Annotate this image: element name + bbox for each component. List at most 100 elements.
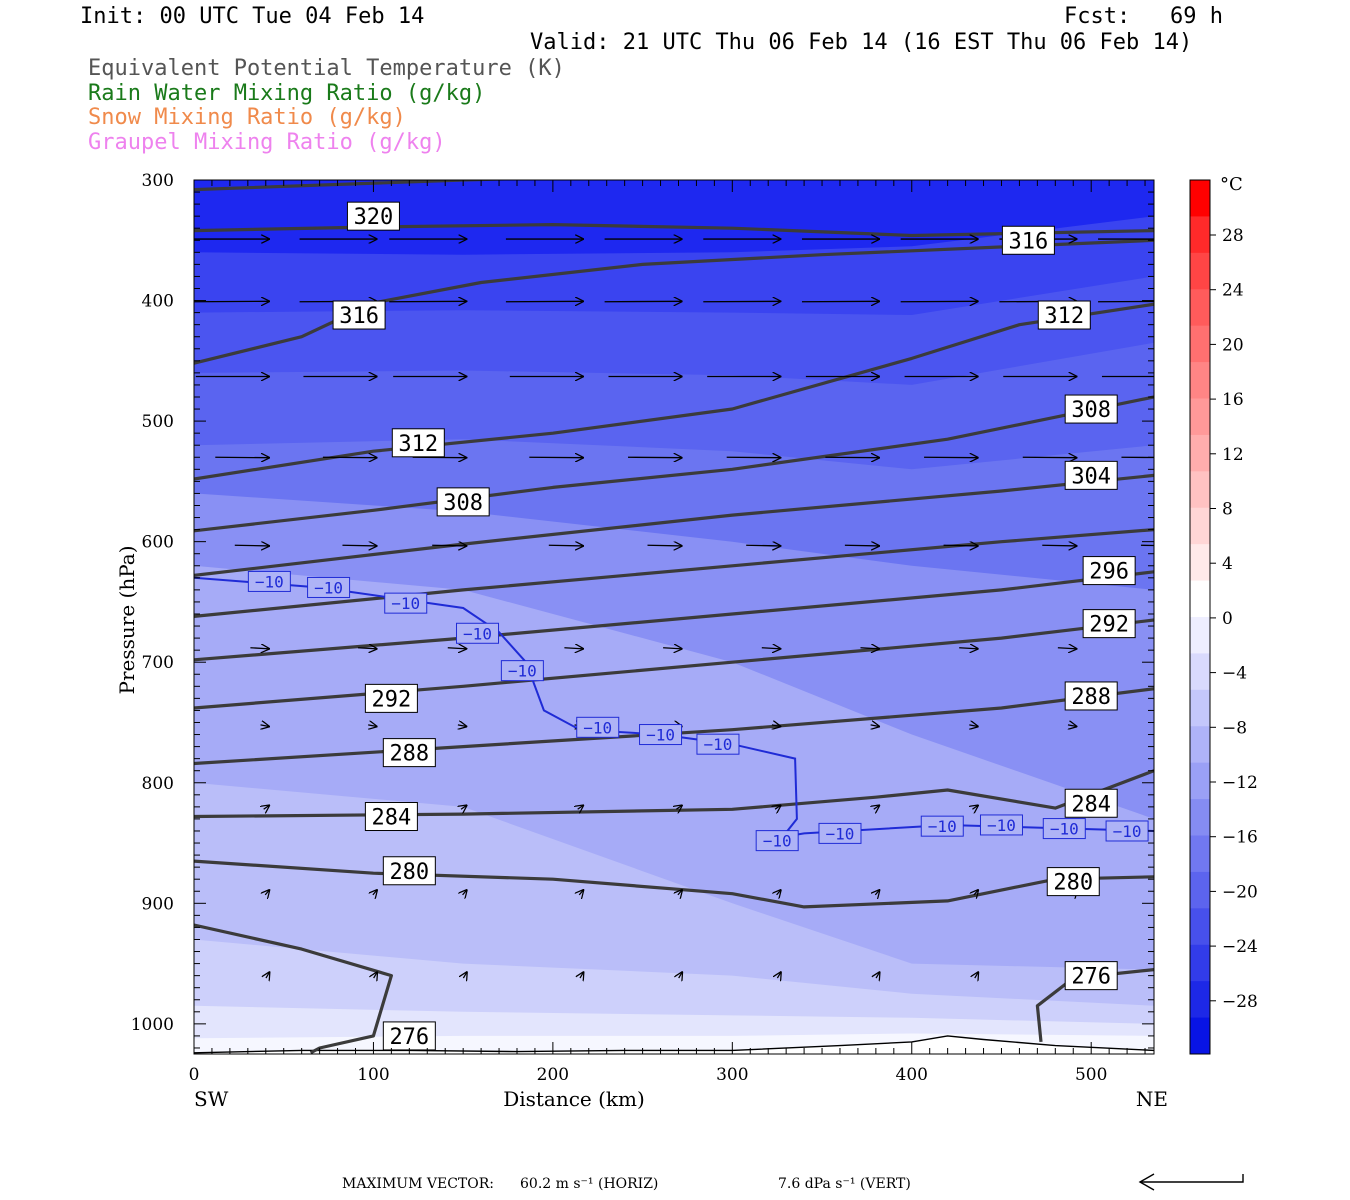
temperature-label: −10 bbox=[583, 718, 612, 737]
colorbar-swatch bbox=[1190, 726, 1210, 764]
legend-theta-e: Equivalent Potential Temperature (K) bbox=[88, 56, 565, 81]
y-tick-label: 500 bbox=[142, 412, 174, 432]
theta-e-label: 292 bbox=[1089, 613, 1129, 638]
y-tick-label: 300 bbox=[142, 171, 174, 191]
terrain-fill bbox=[194, 1035, 1154, 1054]
x-tick-label: 0 bbox=[189, 1065, 200, 1085]
wind-vector bbox=[1057, 648, 1078, 649]
wind-vector bbox=[261, 725, 270, 727]
theta-e-label: 280 bbox=[1053, 871, 1093, 896]
theta-e-label: 304 bbox=[1071, 464, 1111, 489]
theta-e-label-box bbox=[436, 487, 490, 517]
y-axis-label: Pressure (hPa) bbox=[115, 546, 139, 695]
colorbar-swatch bbox=[1190, 252, 1210, 290]
theta-e-label-box bbox=[346, 201, 400, 231]
wind-vector bbox=[943, 545, 979, 546]
wind-vector bbox=[959, 648, 979, 649]
theta-e-label: 292 bbox=[372, 687, 412, 712]
theta-e-label: 276 bbox=[389, 1025, 429, 1050]
wind-vector bbox=[678, 889, 683, 895]
temperature-label-box bbox=[696, 733, 740, 755]
temperature-label: −10 bbox=[763, 832, 792, 851]
wind-vector bbox=[1167, 725, 1176, 727]
wind-vector bbox=[342, 545, 377, 546]
colorbar-frame bbox=[1189, 179, 1211, 1055]
wind-vector bbox=[432, 545, 467, 546]
wind-vector bbox=[972, 805, 978, 809]
x-tick-label: 500 bbox=[1075, 1065, 1107, 1085]
temperature-label: −10 bbox=[1050, 820, 1079, 839]
colorbar-label: 20 bbox=[1222, 335, 1244, 355]
colorbar-swatch bbox=[1190, 617, 1210, 654]
colorbar-swatch bbox=[1190, 689, 1210, 727]
temperature-label: −10 bbox=[987, 816, 1016, 835]
theta-e-label: 316 bbox=[1009, 229, 1049, 254]
theta-e-312 bbox=[194, 302, 1154, 481]
theta-e-label: 284 bbox=[372, 806, 412, 831]
wind-vectors bbox=[194, 239, 1176, 978]
wind-vector bbox=[1042, 545, 1077, 546]
theta-e-label-box bbox=[1064, 788, 1118, 818]
colorbar-swatch bbox=[1190, 471, 1210, 509]
wind-vector bbox=[772, 725, 781, 727]
wind-vector bbox=[663, 648, 683, 649]
init-time: Init: 00 UTC Tue 04 Feb 14 bbox=[80, 4, 425, 29]
theta-e-label: 312 bbox=[1044, 304, 1084, 329]
sw-label: SW bbox=[194, 1087, 229, 1111]
temperature-label-box bbox=[307, 576, 351, 598]
colorbar-label: −8 bbox=[1222, 718, 1247, 738]
temperature-label-box bbox=[247, 570, 291, 592]
temperature-label-box bbox=[755, 830, 799, 852]
theta-e-300 bbox=[194, 528, 1154, 618]
y-tick-label: 1000 bbox=[131, 1015, 174, 1035]
plot-frame bbox=[193, 179, 1155, 1055]
theta-e-label: 312 bbox=[398, 432, 438, 457]
temperature-label: −10 bbox=[1113, 822, 1142, 841]
wind-vector bbox=[1170, 805, 1176, 809]
x-tick-label: 100 bbox=[357, 1065, 389, 1085]
wind-vector bbox=[358, 648, 378, 649]
colorbar-swatch bbox=[1190, 835, 1210, 873]
temperature-label-box bbox=[576, 716, 620, 738]
y-tick-label: 800 bbox=[142, 774, 174, 794]
temperature-label: −10 bbox=[391, 594, 420, 613]
wind-vector bbox=[777, 971, 781, 978]
colorbar-label: −24 bbox=[1222, 937, 1258, 957]
colorbar-swatch bbox=[1190, 762, 1210, 800]
wind-vector bbox=[775, 805, 781, 809]
temperature-label-box bbox=[979, 814, 1023, 836]
wind-vector bbox=[266, 971, 270, 978]
wind-vector bbox=[647, 545, 682, 546]
colorbar-swatch bbox=[1190, 289, 1210, 327]
theta-e-308 bbox=[194, 395, 1154, 533]
wind-vector bbox=[871, 725, 880, 727]
colorbar-swatch bbox=[1190, 398, 1210, 436]
wind-vector bbox=[578, 805, 584, 809]
colorbar-swatch bbox=[1190, 434, 1210, 472]
theta-e-label: 276 bbox=[1071, 965, 1111, 990]
wind-vector bbox=[368, 725, 377, 727]
colorbar-label: 28 bbox=[1222, 226, 1244, 246]
y-tick-label: 400 bbox=[142, 292, 174, 312]
colorbar-swatch bbox=[1190, 216, 1210, 254]
temperature-label: −10 bbox=[826, 824, 855, 843]
wind-vector bbox=[746, 545, 781, 546]
wind-vector bbox=[458, 725, 467, 727]
temperature-label-box bbox=[384, 592, 428, 614]
colorbar-swatch bbox=[1190, 871, 1210, 909]
legend-graupel: Graupel Mixing Ratio (g/kg) bbox=[88, 130, 446, 155]
theta-e-label-box bbox=[1064, 681, 1118, 711]
forecast-hour: Fcst: 69 h bbox=[1064, 4, 1223, 29]
theta-e-label: 296 bbox=[1089, 560, 1129, 585]
temperature-label-box bbox=[920, 815, 964, 837]
x-tick-label: 400 bbox=[896, 1065, 928, 1085]
colorbar-label: −4 bbox=[1222, 664, 1247, 684]
max-vector-horiz: 60.2 m s⁻¹ (HORIZ) bbox=[520, 1176, 659, 1192]
theta-e-label: 316 bbox=[339, 304, 379, 329]
colorbar-swatch bbox=[1190, 325, 1210, 363]
colorbar-swatch bbox=[1190, 580, 1210, 618]
temperature-label: −10 bbox=[928, 817, 957, 836]
colorbar-label: −16 bbox=[1222, 828, 1258, 848]
contour-labels: 320 316 316 312 312 308 308 304 296 292 292 288 288 2… bbox=[247, 201, 1149, 1051]
y-tick-label: 600 bbox=[142, 533, 174, 553]
